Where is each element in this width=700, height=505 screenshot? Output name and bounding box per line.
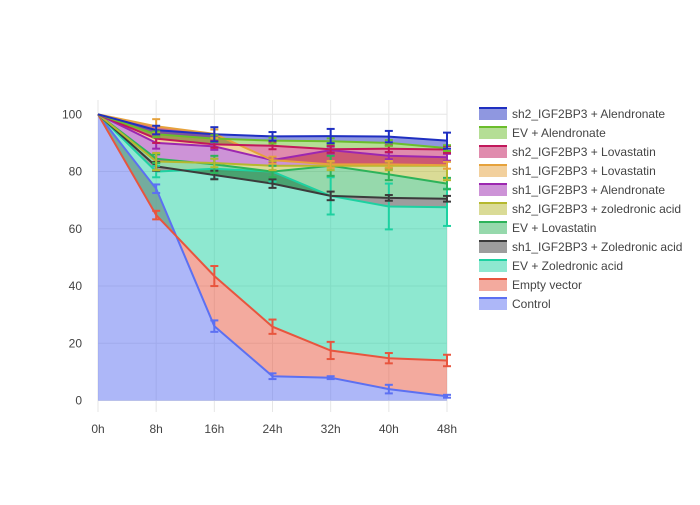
legend-swatch bbox=[479, 222, 507, 234]
y-tick-label: 80 bbox=[69, 165, 83, 179]
legend-swatch bbox=[479, 260, 507, 272]
x-tick-label: 32h bbox=[321, 422, 341, 436]
y-tick-label: 0 bbox=[75, 394, 82, 408]
legend-label: sh1_IGF2BP3 + Alendronate bbox=[512, 183, 665, 197]
legend-label: sh1_IGF2BP3 + Lovastatin bbox=[512, 164, 656, 178]
legend-label: sh2_IGF2BP3 + Lovastatin bbox=[512, 145, 656, 159]
series-fill bbox=[98, 114, 447, 397]
x-tick-label: 0h bbox=[91, 422, 104, 436]
y-tick-label: 100 bbox=[62, 107, 82, 121]
x-tick-label: 8h bbox=[149, 422, 162, 436]
legend-label: EV + Alendronate bbox=[512, 126, 606, 140]
y-tick-label: 60 bbox=[69, 222, 83, 236]
series-fill bbox=[98, 114, 447, 361]
legend-swatch bbox=[479, 203, 507, 215]
legend-swatch bbox=[479, 108, 507, 120]
legend-label: Control bbox=[512, 297, 551, 311]
legend-label: sh2_IGF2BP3 + Alendronate bbox=[512, 107, 665, 121]
x-tick-label: 16h bbox=[204, 422, 224, 436]
error-bars bbox=[152, 118, 451, 399]
series-fill bbox=[98, 114, 447, 401]
legend-swatch bbox=[479, 298, 507, 310]
legend-swatch bbox=[479, 165, 507, 177]
legend-swatch bbox=[479, 146, 507, 158]
series-fill bbox=[98, 114, 447, 166]
legend: sh2_IGF2BP3 + Alendronate EV + Alendronat… bbox=[479, 107, 682, 311]
series-fill bbox=[98, 114, 447, 149]
x-tick-label: 24h bbox=[262, 422, 282, 436]
axis-tick-labels: 0 20 40 60 80 100 0h 8h 16h 24h 32h 40h 48h bbox=[62, 107, 457, 436]
legend-swatch bbox=[479, 241, 507, 253]
legend-label: sh1_IGF2BP3 + Zoledronic acid bbox=[512, 240, 682, 254]
series-fill bbox=[98, 114, 447, 199]
legend-swatch bbox=[479, 279, 507, 291]
legend-label: sh2_IGF2BP3 + zoledronic acid bbox=[512, 202, 681, 216]
x-tick-label: 40h bbox=[379, 422, 399, 436]
y-tick-label: 20 bbox=[69, 336, 83, 350]
legend-label: EV + Zoledronic acid bbox=[512, 259, 623, 273]
y-tick-label: 40 bbox=[69, 279, 83, 293]
legend-label: EV + Lovastatin bbox=[512, 221, 596, 235]
x-tick-label: 48h bbox=[437, 422, 457, 436]
legend-label: Empty vector bbox=[512, 278, 582, 292]
legend-swatch bbox=[479, 184, 507, 196]
legend-swatch bbox=[479, 127, 507, 139]
